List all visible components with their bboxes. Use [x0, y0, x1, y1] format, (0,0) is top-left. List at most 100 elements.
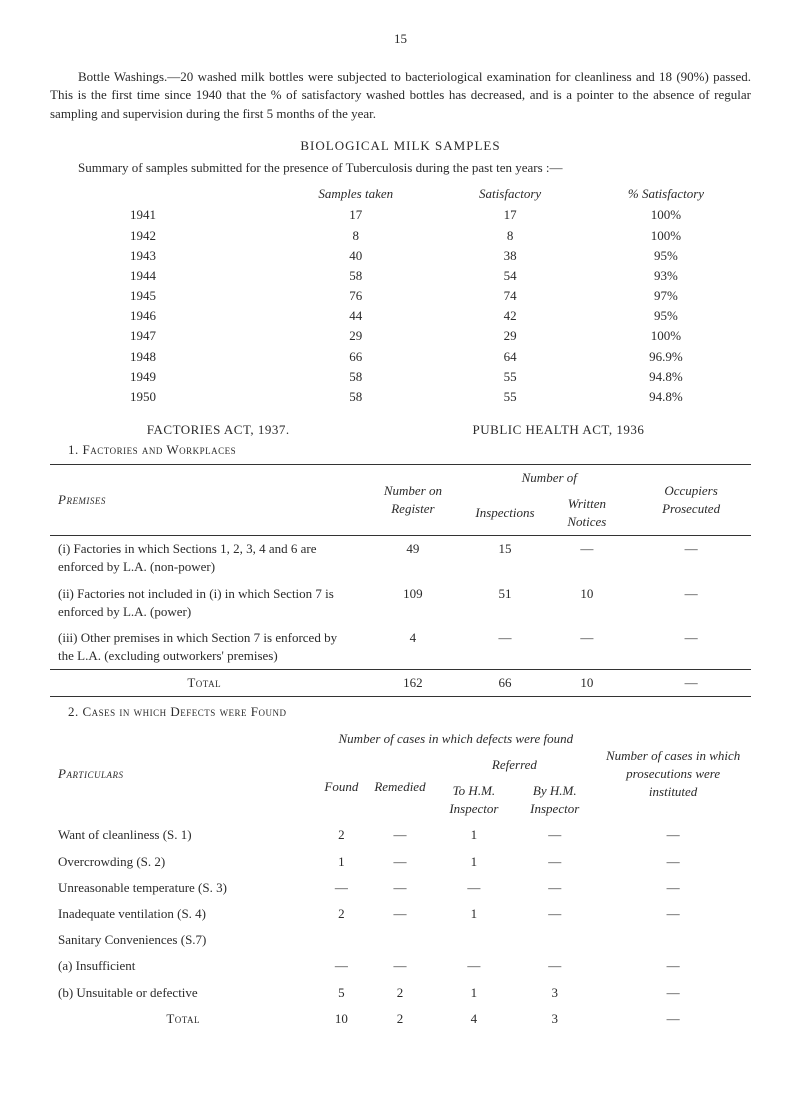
defects-total-row: Total10243—	[50, 1006, 751, 1032]
defects-desc: Inadequate ventilation (S. 4)	[50, 901, 316, 927]
subhead-defects: 2. Cases in which Defects were Found	[68, 703, 751, 721]
samples-cell: 93%	[581, 266, 751, 286]
defects-tohm: 1	[434, 980, 515, 1006]
premises-h-inspections: Inspections	[467, 491, 542, 536]
defects-found: 1	[316, 849, 366, 875]
acts-line: FACTORIES ACT, 1937. PUBLIC HEALTH ACT, …	[50, 421, 751, 439]
defects-byhm: —	[514, 875, 595, 901]
defects-total-pros: —	[595, 1006, 751, 1032]
defects-desc: (a) Insufficient	[50, 953, 316, 979]
defects-row: Overcrowding (S. 2)1—1——	[50, 849, 751, 875]
samples-cell: 54	[439, 266, 581, 286]
defects-total-found: 10	[316, 1006, 366, 1032]
defects-h-found: Found	[316, 752, 366, 823]
samples-year: 1947	[50, 326, 272, 346]
defects-row: Sanitary Conveniences (S.7)	[50, 927, 751, 953]
premises-written: —	[543, 536, 632, 581]
premises-total-row: Total1626610—	[50, 670, 751, 697]
samples-cell: 42	[439, 306, 581, 326]
premises-table: Premises Number on Register Number of Oc…	[50, 464, 751, 698]
samples-cell: 55	[439, 387, 581, 407]
samples-year: 1946	[50, 306, 272, 326]
biological-heading: BIOLOGICAL MILK SAMPLES	[50, 137, 751, 155]
samples-cell: 100%	[581, 226, 751, 246]
defects-remedied	[366, 927, 433, 953]
summary-intro: Summary of samples submitted for the pre…	[50, 159, 751, 177]
premises-desc: (ii) Factories not included in (i) in wh…	[50, 581, 358, 625]
page-number: 15	[50, 30, 751, 48]
premises-h-register: Number on Register	[358, 464, 467, 536]
defects-tohm: 1	[434, 849, 515, 875]
defects-total-byhm: 3	[514, 1006, 595, 1032]
defects-h-particulars: Particulars	[50, 726, 316, 823]
premises-header-row: Premises Number on Register Number of Oc…	[50, 464, 751, 491]
bottle-washings-paragraph: Bottle Washings.—20 washed milk bottles …	[50, 68, 751, 123]
defects-row: Want of cleanliness (S. 1)2—1——	[50, 822, 751, 848]
samples-cell: 66	[272, 347, 439, 367]
defects-remedied: —	[366, 901, 433, 927]
defects-table: Particulars Number of cases in which def…	[50, 726, 751, 1032]
defects-pros	[595, 927, 751, 953]
samples-cell: 64	[439, 347, 581, 367]
defects-remedied: —	[366, 822, 433, 848]
premises-h-numberof: Number of	[467, 464, 631, 491]
defects-byhm: 3	[514, 980, 595, 1006]
samples-cell: 97%	[581, 286, 751, 306]
premises-row: (ii) Factories not included in (i) in wh…	[50, 581, 751, 625]
public-health-act: PUBLIC HEALTH ACT, 1936	[390, 421, 726, 439]
defects-h-remedied: Remedied	[366, 752, 433, 823]
defects-h-byhm: By H.M. Inspector	[514, 778, 595, 822]
premises-written: —	[543, 625, 632, 670]
defects-row: Unreasonable temperature (S. 3)—————	[50, 875, 751, 901]
samples-table: Samples taken Satisfactory % Satisfactor…	[50, 183, 751, 407]
defects-total-label: Total	[50, 1006, 316, 1032]
samples-year: 1943	[50, 246, 272, 266]
premises-row: (iii) Other premises in which Section 7 …	[50, 625, 751, 670]
defects-byhm: —	[514, 901, 595, 927]
samples-year: 1950	[50, 387, 272, 407]
defects-remedied: —	[366, 875, 433, 901]
defects-row: Inadequate ventilation (S. 4)2—1——	[50, 901, 751, 927]
defects-byhm: —	[514, 822, 595, 848]
premises-prosecuted: —	[631, 625, 751, 670]
premises-register: 49	[358, 536, 467, 581]
samples-year: 1941	[50, 205, 272, 225]
samples-row: 19411717100%	[50, 205, 751, 225]
defects-desc: (b) Unsuitable or defective	[50, 980, 316, 1006]
samples-cell: 58	[272, 387, 439, 407]
samples-cell: 29	[272, 326, 439, 346]
premises-total-reg: 162	[358, 670, 467, 697]
defects-desc: Overcrowding (S. 2)	[50, 849, 316, 875]
samples-cell: 17	[272, 205, 439, 225]
premises-inspections: —	[467, 625, 542, 670]
subhead-factories-workplaces: 1. Factories and Workplaces	[68, 441, 751, 459]
defects-pros: —	[595, 901, 751, 927]
samples-cell: 58	[272, 266, 439, 286]
premises-total-writ: 10	[543, 670, 632, 697]
defects-byhm	[514, 927, 595, 953]
defects-total-tohm: 4	[434, 1006, 515, 1032]
defects-byhm: —	[514, 849, 595, 875]
samples-cell: 29	[439, 326, 581, 346]
defects-desc: Unreasonable temperature (S. 3)	[50, 875, 316, 901]
samples-row: 1949585594.8%	[50, 367, 751, 387]
samples-row: 1943403895%	[50, 246, 751, 266]
samples-row: 194288100%	[50, 226, 751, 246]
samples-row: 1945767497%	[50, 286, 751, 306]
samples-year: 1948	[50, 347, 272, 367]
samples-h0	[50, 183, 272, 205]
samples-cell: 94.8%	[581, 367, 751, 387]
premises-total-insp: 66	[467, 670, 542, 697]
defects-h-tohm: To H.M. Inspector	[434, 778, 515, 822]
samples-cell: 100%	[581, 326, 751, 346]
defects-remedied: 2	[366, 980, 433, 1006]
defects-desc: Sanitary Conveniences (S.7)	[50, 927, 316, 953]
defects-header-row: Particulars Number of cases in which def…	[50, 726, 751, 752]
defects-h-found-group: Number of cases in which defects were fo…	[316, 726, 595, 752]
defects-found: 2	[316, 901, 366, 927]
defects-pros: —	[595, 849, 751, 875]
premises-total-label: Total	[50, 670, 358, 697]
defects-pros: —	[595, 953, 751, 979]
samples-cell: 95%	[581, 246, 751, 266]
samples-header-row: Samples taken Satisfactory % Satisfactor…	[50, 183, 751, 205]
